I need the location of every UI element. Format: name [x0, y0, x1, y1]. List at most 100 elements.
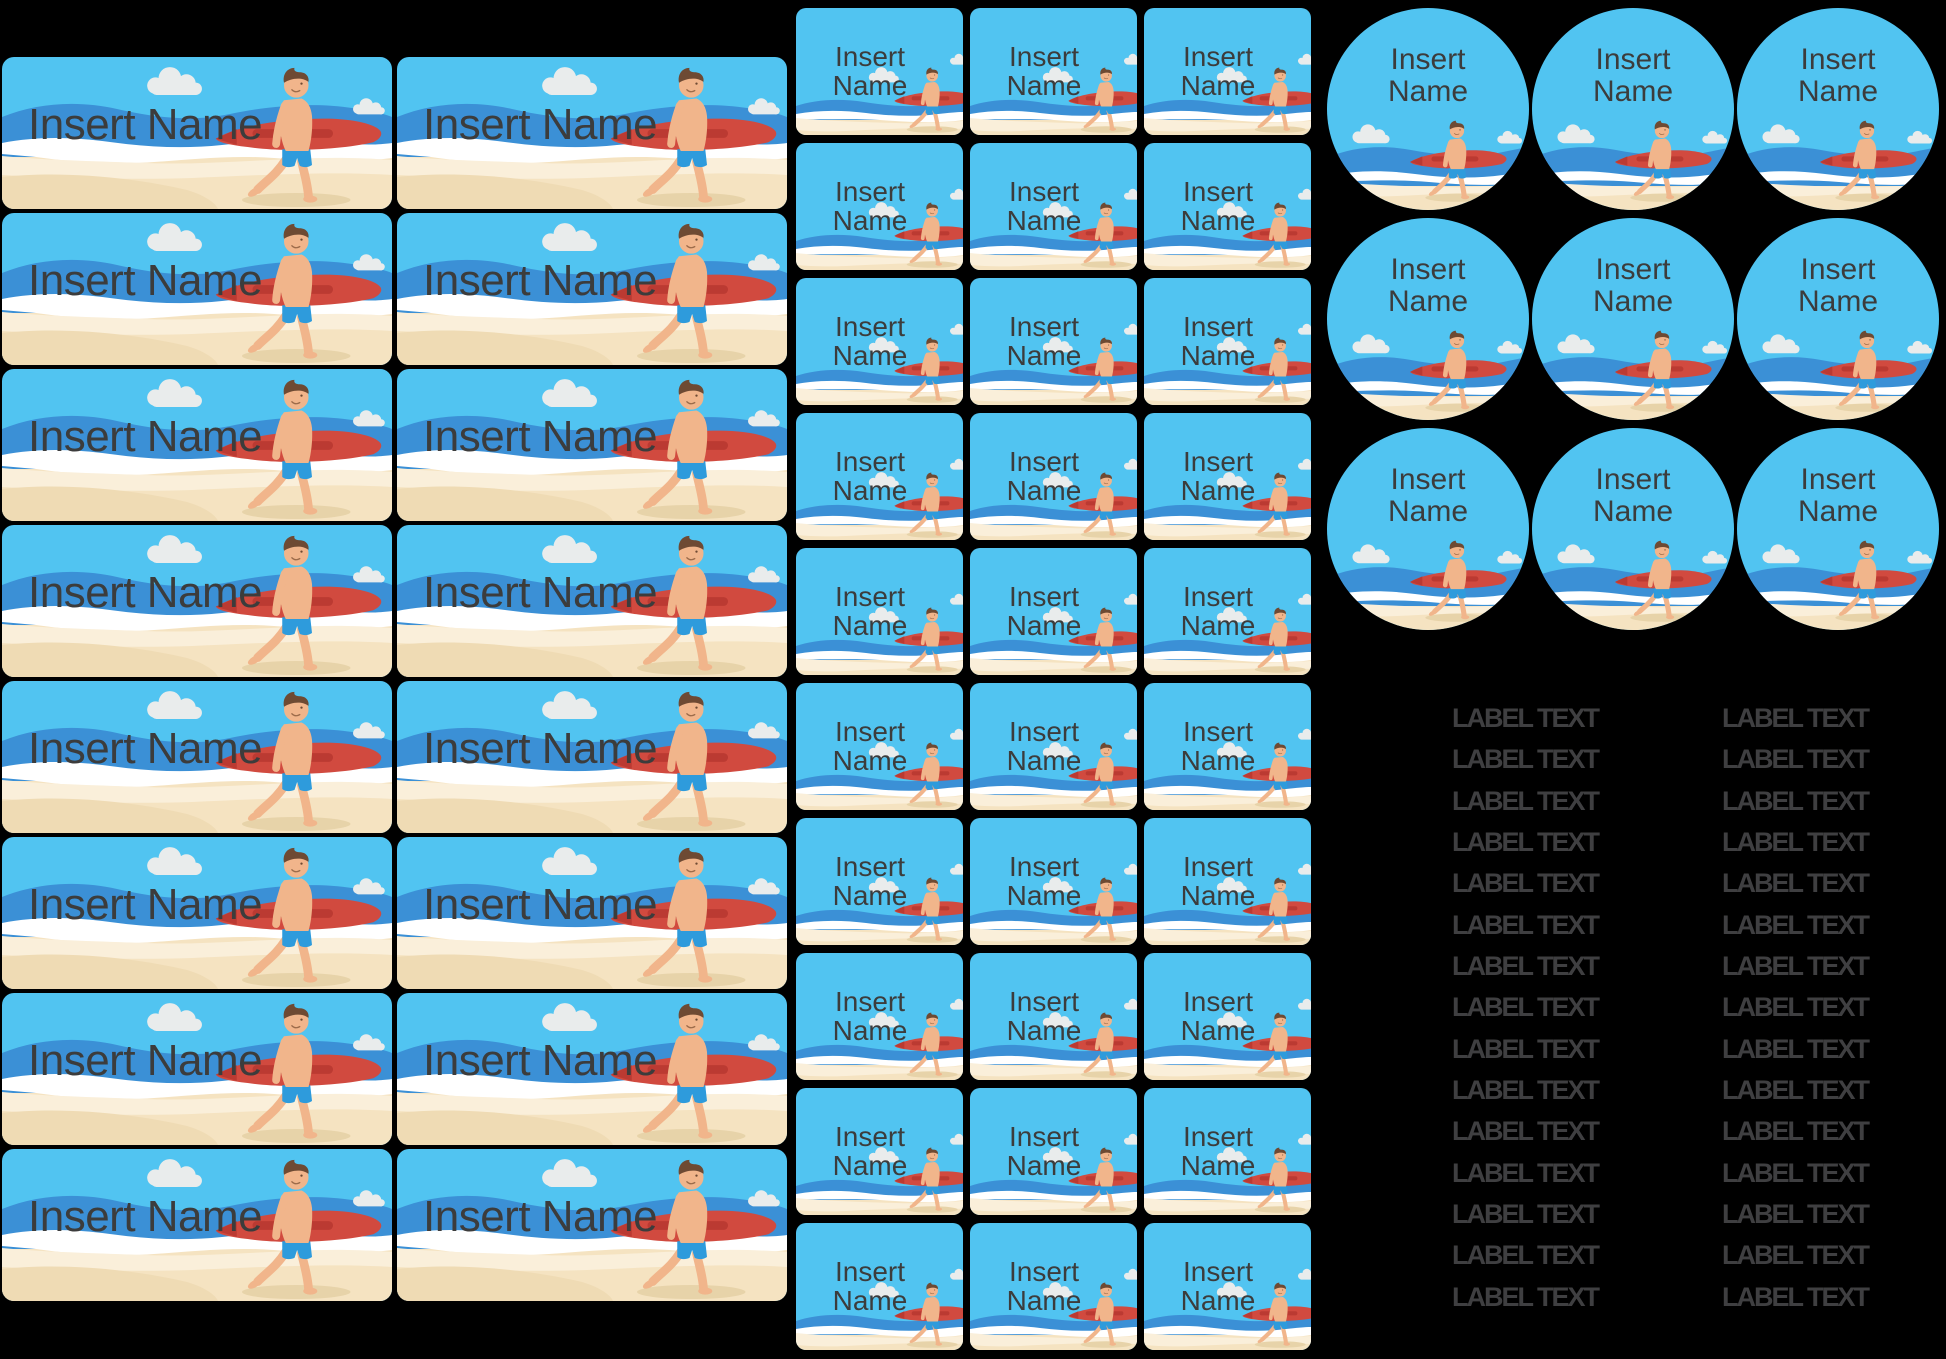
small-name-label[interactable]: Insert Name [796, 8, 963, 135]
insert-name-text: Insert Name [423, 724, 658, 773]
small-name-label[interactable]: Insert Name [796, 548, 963, 675]
small-name-label[interactable]: Insert Name [796, 143, 963, 270]
label-text-item: LABEL TEXT [1722, 826, 1870, 857]
round-name-label[interactable]: Insert Name [1737, 8, 1939, 210]
large-name-label[interactable]: Insert Name [2, 525, 392, 677]
small-name-label[interactable]: Insert Name [970, 8, 1137, 135]
small-name-label[interactable]: Insert Name [970, 143, 1137, 270]
insert-name-line1: Insert [1008, 851, 1080, 882]
label-text-item: LABEL TEXT [1722, 868, 1870, 899]
insert-name-text: Insert Name [28, 880, 263, 929]
insert-name-text: Insert Name [28, 724, 263, 773]
round-name-label[interactable]: Insert Name [1327, 8, 1529, 210]
small-name-label[interactable]: Insert Name [796, 278, 963, 405]
insert-name-line2: Name [1180, 475, 1256, 506]
large-name-label[interactable]: Insert Name [397, 837, 787, 989]
large-name-label[interactable]: Insert Name [2, 681, 392, 833]
small-name-label[interactable]: Insert Name [970, 278, 1137, 405]
insert-name-text: Insert Name [423, 100, 658, 149]
insert-name-line2: Name [1387, 75, 1469, 108]
small-name-label[interactable]: Insert Name [970, 1223, 1137, 1350]
small-name-label[interactable]: Insert Name [970, 953, 1137, 1080]
round-name-label[interactable]: Insert Name [1327, 428, 1529, 630]
insert-name-line2: Name [832, 205, 908, 236]
small-name-label[interactable]: Insert Name [970, 1088, 1137, 1215]
insert-name-text: Insert Name [988, 987, 1100, 1045]
small-name-label[interactable]: Insert Name [796, 683, 963, 810]
label-text-item: LABEL TEXT [1452, 1033, 1600, 1064]
insert-name-text: Insert Name [988, 177, 1100, 235]
small-name-label[interactable]: Insert Name [796, 413, 963, 540]
label-text-item: LABEL TEXT [1722, 1281, 1870, 1312]
insert-name-line2: Name [1180, 340, 1256, 371]
insert-name-text: Insert Name [423, 568, 658, 617]
label-text-item: LABEL TEXT [1452, 1281, 1600, 1312]
small-name-label[interactable]: Insert Name [1144, 8, 1311, 135]
insert-name-line1: Insert [1008, 41, 1080, 72]
small-name-label[interactable]: Insert Name [1144, 143, 1311, 270]
large-name-label[interactable]: Insert Name [397, 57, 787, 209]
large-name-label[interactable]: Insert Name [397, 525, 787, 677]
large-name-label[interactable]: Insert Name [397, 369, 787, 521]
insert-name-text: Insert Name [1162, 582, 1274, 640]
insert-name-line1: Insert [1800, 253, 1876, 286]
insert-name-text: Insert Name [1162, 447, 1274, 505]
large-name-label[interactable]: Insert Name [2, 369, 392, 521]
small-name-label[interactable]: Insert Name [970, 413, 1137, 540]
label-text-item: LABEL TEXT [1722, 785, 1870, 816]
insert-name-line1: Insert [834, 1121, 906, 1152]
small-name-label[interactable]: Insert Name [1144, 278, 1311, 405]
large-name-label[interactable]: Insert Name [2, 993, 392, 1145]
small-name-label[interactable]: Insert Name [796, 953, 963, 1080]
small-name-label[interactable]: Insert Name [1144, 548, 1311, 675]
small-name-label[interactable]: Insert Name [1144, 413, 1311, 540]
round-name-label[interactable]: Insert Name [1327, 218, 1529, 420]
beach-surfer-graphic [1327, 8, 1529, 210]
beach-surfer-graphic [1532, 428, 1734, 630]
round-name-label[interactable]: Insert Name [1737, 218, 1939, 420]
insert-name-line1: Insert [1008, 1121, 1080, 1152]
label-text-item: LABEL TEXT [1722, 950, 1870, 981]
insert-name-line1: Insert [834, 716, 906, 747]
round-name-label[interactable]: Insert Name [1532, 428, 1734, 630]
insert-name-line1: Insert [1182, 581, 1254, 612]
small-name-label[interactable]: Insert Name [796, 818, 963, 945]
round-name-label[interactable]: Insert Name [1737, 428, 1939, 630]
label-text-item: LABEL TEXT [1722, 1240, 1870, 1271]
insert-name-line1: Insert [1595, 463, 1671, 496]
round-name-label[interactable]: Insert Name [1532, 8, 1734, 210]
insert-name-line2: Name [832, 70, 908, 101]
insert-name-text: Insert Name [1162, 717, 1274, 775]
small-name-label[interactable]: Insert Name [1144, 953, 1311, 1080]
insert-name-line1: Insert [834, 1256, 906, 1287]
insert-name-text: Insert Name [1162, 312, 1274, 370]
large-name-label[interactable]: Insert Name [2, 1149, 392, 1301]
small-name-label[interactable]: Insert Name [970, 683, 1137, 810]
small-name-label[interactable]: Insert Name [970, 548, 1137, 675]
insert-name-text: Insert Name [814, 582, 926, 640]
insert-name-text: Insert Name [1532, 254, 1734, 318]
large-name-label[interactable]: Insert Name [397, 213, 787, 365]
label-text-column-1: LABEL TEXT LABEL TEXT LABEL TEXT LABEL TEX… [1452, 698, 1772, 1318]
small-name-label[interactable]: Insert Name [796, 1223, 963, 1350]
beach-surfer-graphic [1532, 8, 1734, 210]
insert-name-line2: Name [1180, 70, 1256, 101]
small-name-label[interactable]: Insert Name [1144, 683, 1311, 810]
large-name-label[interactable]: Insert Name [397, 993, 787, 1145]
large-name-label[interactable]: Insert Name [2, 837, 392, 989]
large-name-label[interactable]: Insert Name [397, 1149, 787, 1301]
small-name-label[interactable]: Insert Name [970, 818, 1137, 945]
small-name-label[interactable]: Insert Name [1144, 1223, 1311, 1350]
round-name-label[interactable]: Insert Name [1532, 218, 1734, 420]
large-name-label[interactable]: Insert Name [397, 681, 787, 833]
label-text-item: LABEL TEXT [1452, 1157, 1600, 1188]
large-name-label[interactable]: Insert Name [2, 57, 392, 209]
insert-name-line2: Name [1180, 880, 1256, 911]
small-name-label[interactable]: Insert Name [1144, 1088, 1311, 1215]
large-name-label[interactable]: Insert Name [2, 213, 392, 365]
small-name-label[interactable]: Insert Name [1144, 818, 1311, 945]
small-name-label[interactable]: Insert Name [796, 1088, 963, 1215]
label-text-item: LABEL TEXT [1452, 950, 1600, 981]
insert-name-line1: Insert [1595, 253, 1671, 286]
label-text-item: LABEL TEXT [1722, 744, 1870, 775]
